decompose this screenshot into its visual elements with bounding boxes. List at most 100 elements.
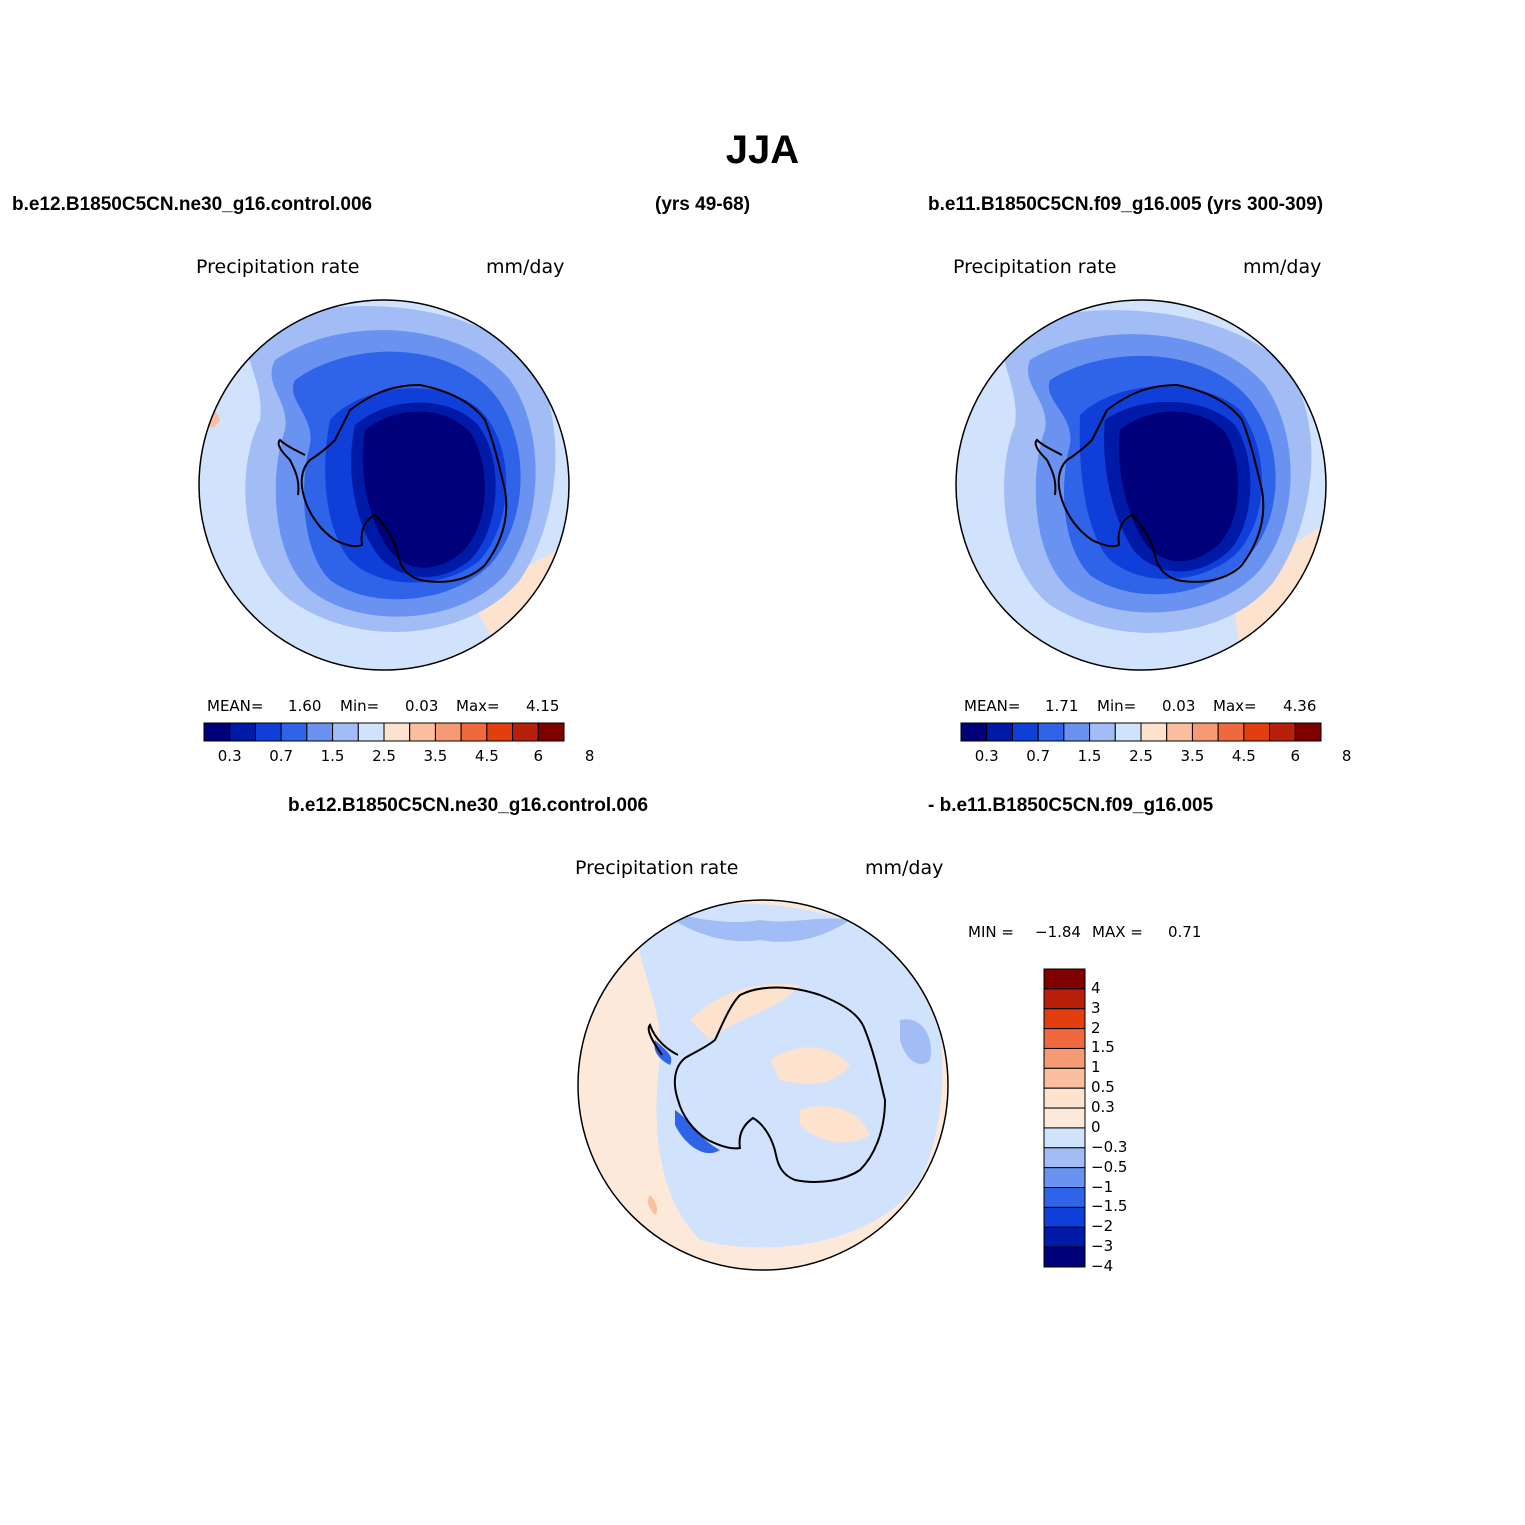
panel1-min-value: 0.03 — [405, 697, 439, 715]
diff-colorbar-swatch — [1043, 1226, 1086, 1248]
panel1-max-label: Max= — [456, 697, 500, 715]
diff-colorbar-tick-label: 1.5 — [1091, 1038, 1115, 1057]
panel1-colorbar-swatch — [332, 722, 359, 742]
panel2-map — [956, 300, 1326, 670]
panel2-colorbar-swatch — [1063, 722, 1091, 742]
panel1-colorbar-swatch — [383, 722, 411, 742]
panel1-colorbar-swatch — [460, 722, 488, 742]
diff-min-label: MIN = — [968, 923, 1014, 941]
diff-colorbar-tick-label: 0.5 — [1091, 1078, 1115, 1097]
diff-colorbar-tick-label: −0.5 — [1091, 1157, 1128, 1176]
diff-colorbar-tick-label: 0.3 — [1091, 1098, 1115, 1117]
diff-units: mm/day — [865, 857, 944, 879]
right-case-name: b.e11.B1850C5CN.f09_g16.005 (yrs 300-309… — [928, 194, 1324, 215]
diff-negative-coastal — [675, 1110, 720, 1154]
diff-colorbar-swatch — [1043, 968, 1086, 990]
diff-colorbar-swatch — [1043, 988, 1086, 1010]
diff-positive-spot — [647, 1195, 658, 1215]
panel2-colorbar-swatch — [1269, 722, 1296, 742]
left-case-name: b.e12.B1850C5CN.ne30_g16.control.006 — [12, 194, 373, 215]
panel2-colorbar-swatch — [960, 722, 988, 742]
panel2-colorbar-tick-label: 4.5 — [1231, 747, 1256, 765]
diff-colorbar-swatch — [1043, 1246, 1086, 1268]
diff-colorbar-tick-label: −0.3 — [1091, 1137, 1128, 1156]
panel1-contour-6 — [362, 411, 485, 568]
diff-colorbar-swatch — [1043, 1127, 1086, 1149]
diff-colorbar-tick-label: −3 — [1091, 1237, 1114, 1256]
diff-case-a: b.e12.B1850C5CN.ne30_g16.control.006 — [288, 795, 649, 816]
diff-map — [578, 900, 948, 1270]
diff-border — [577, 899, 949, 1271]
panel1-colorbar — [203, 722, 565, 742]
panel1-colorbar-tick-label: 0.3 — [217, 747, 242, 765]
diff-coastline — [673, 986, 887, 1183]
diff-colorbar-tick-label: −2 — [1091, 1217, 1114, 1236]
panel1-min-label: Min= — [340, 697, 380, 715]
diff-colorbar-tick-label: 0 — [1091, 1117, 1101, 1136]
panel2-colorbar-swatch — [986, 722, 1013, 742]
panel2-colorbar-tick-label: 3.5 — [1180, 747, 1205, 765]
panel2-colorbar-tick-label: 6 — [1290, 747, 1301, 765]
diff-variable: Precipitation rate — [575, 857, 739, 879]
panel1-colorbar-swatch — [306, 722, 334, 742]
diff-max-value: 0.71 — [1168, 923, 1202, 941]
diff-peninsula — [647, 1023, 679, 1056]
panel1-colorbar-swatch — [512, 722, 539, 742]
panel2-min-label: Min= — [1097, 697, 1137, 715]
panel2-colorbar-swatch — [1217, 722, 1245, 742]
panel2-mean-label: MEAN= — [964, 697, 1021, 715]
panel1-peninsula — [277, 438, 306, 496]
panel2-variable: Precipitation rate — [953, 256, 1117, 278]
panel2-colorbar-tick-label: 1.5 — [1077, 747, 1102, 765]
panel1-mean-label: MEAN= — [207, 697, 264, 715]
panel2-max-value: 4.36 — [1283, 697, 1317, 715]
panel2-border — [955, 299, 1327, 671]
panel1-mean-value: 1.60 — [288, 697, 322, 715]
panel2-colorbar — [960, 722, 1322, 742]
diff-colorbar-tick-label: 3 — [1091, 998, 1101, 1017]
diff-colorbar-tick-label: 2 — [1091, 1018, 1101, 1037]
panel2-colorbar-swatch — [1191, 722, 1219, 742]
panel1-colorbar-tick-label: 1.5 — [320, 747, 345, 765]
panel1-variable: Precipitation rate — [196, 256, 360, 278]
panel1-units: mm/day — [486, 256, 565, 278]
panel2-colorbar-tick-label: 0.3 — [974, 747, 999, 765]
panel1-colorbar-swatch — [280, 722, 308, 742]
panel1-colorbar-swatch — [434, 722, 462, 742]
diff-colorbar-tick-label: 4 — [1091, 978, 1101, 997]
diff-colorbar-swatch — [1043, 1147, 1086, 1169]
panel1-colorbar-swatch — [203, 722, 231, 742]
diff-colorbar-swatch — [1043, 1167, 1086, 1189]
panel1-colorbar-tick-label: 0.7 — [269, 747, 294, 765]
panel1-max-value: 4.15 — [526, 697, 560, 715]
panel2-colorbar-swatch — [1243, 722, 1271, 742]
panel2-mean-value: 1.71 — [1045, 697, 1079, 715]
panel2-units: mm/day — [1243, 256, 1322, 278]
panel2-colorbar-tick-label: 8 — [1341, 747, 1352, 765]
diff-case-b: - b.e11.B1850C5CN.f09_g16.005 — [928, 795, 1214, 816]
diff-max-label: MAX = — [1092, 923, 1143, 941]
diff-colorbar-tick-label: −4 — [1091, 1257, 1114, 1275]
panel1-coastline — [300, 383, 508, 583]
panel2-min-value: 0.03 — [1162, 697, 1196, 715]
panel1-colorbar-tick-label: 2.5 — [372, 747, 396, 765]
panel2-colorbar-swatch — [1294, 722, 1322, 742]
panel2-contour-6 — [1118, 411, 1239, 562]
panel2-colorbar-tick-label: 0.7 — [1026, 747, 1051, 765]
panel2-colorbar-swatch — [1011, 722, 1039, 742]
diff-colorbar-tick-label: −1.5 — [1091, 1197, 1128, 1216]
panel2-peninsula — [1034, 438, 1063, 496]
diff-negative-coastal-2 — [654, 1040, 672, 1065]
diff-colorbar-swatch — [1043, 1107, 1086, 1129]
diff-min-value: −1.84 — [1035, 923, 1081, 941]
diff-positive-patch-3 — [800, 1106, 870, 1143]
left-case-years: (yrs 49-68) — [655, 194, 751, 215]
diff-positive-patch-2 — [770, 1047, 850, 1085]
panel1-colorbar-tick-label: 6 — [533, 747, 544, 765]
panel1-colorbar-tick-label: 8 — [584, 747, 595, 765]
diff-colorbar-swatch — [1043, 1087, 1086, 1109]
panel1-colorbar-swatch — [229, 722, 256, 742]
diff-colorbar-swatch — [1043, 1187, 1086, 1208]
diff-colorbar — [1043, 968, 1086, 1268]
